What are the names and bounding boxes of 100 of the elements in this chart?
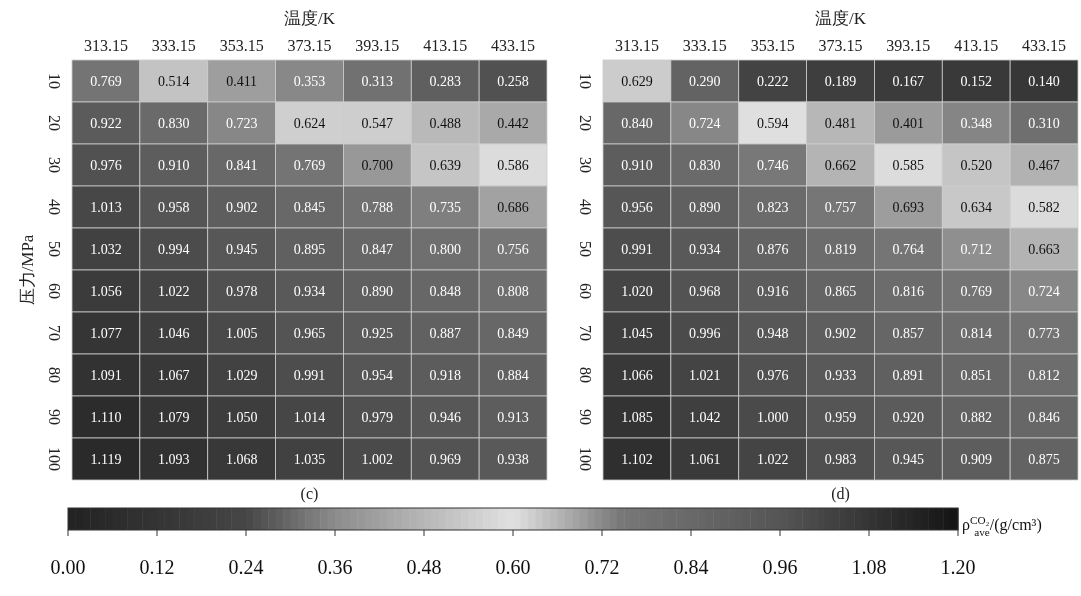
x-axis-title: 温度/K [815,9,867,28]
y-tick-label: 40 [576,199,594,215]
x-tick-label: 433.15 [1022,37,1067,54]
y-tick-label: 80 [45,367,63,383]
data-label: 1.020 [621,284,653,299]
data-label: 0.152 [960,74,992,89]
x-tick-label: 393.15 [886,37,931,54]
data-label: 1.045 [621,326,653,341]
y-tick-label: 30 [45,157,63,173]
data-label: 0.910 [158,158,190,173]
text: (c) [300,485,319,503]
data-label: 0.520 [960,158,992,173]
y-tick-label: 30 [576,157,594,173]
color-bar-label: 0.48 [406,556,442,578]
data-label: 0.700 [361,158,394,173]
data-label: 0.890 [689,200,721,215]
data-label: 0.769 [90,74,122,89]
data-label: 0.756 [497,242,529,257]
data-label: 1.110 [90,410,122,425]
data-label: 0.884 [497,368,529,383]
data-label: 0.488 [429,116,461,131]
data-label: 0.514 [158,74,190,89]
data-label: 0.313 [361,74,394,89]
data-label: 0.996 [689,326,721,341]
data-label: 1.029 [225,368,258,383]
x-tick-label: 433.15 [491,37,536,54]
data-label: 0.442 [497,116,529,131]
data-label: 0.956 [621,200,653,215]
data-label: 0.663 [1028,242,1060,257]
x-tick-label: 373.15 [818,37,863,54]
data-label: 0.965 [293,326,326,341]
data-label: 0.585 [892,158,925,173]
data-label: 0.693 [892,200,925,215]
data-label: 0.848 [429,284,461,299]
data-label: 0.283 [429,74,461,89]
data-label: 0.933 [824,368,857,383]
x-tick-label: 373.15 [287,37,332,54]
data-label: 0.723 [225,116,258,131]
data-label: 0.991 [621,242,653,257]
data-label: 1.013 [90,200,122,215]
y-tick-label: 100 [576,447,594,471]
data-label: 0.846 [1028,410,1060,425]
data-label: 0.467 [1028,158,1060,173]
data-label: 1.042 [689,410,721,425]
data-label: 0.991 [293,368,326,383]
data-label: 0.948 [756,326,789,341]
data-label: 0.819 [824,242,857,257]
y-tick-label: 50 [45,241,63,257]
x-tick-label: 353.15 [219,37,264,54]
y-tick-label: 90 [45,409,63,425]
data-label: 0.979 [361,410,394,425]
data-label: 0.910 [621,158,653,173]
data-label: 0.976 [756,368,789,383]
data-label: 0.290 [689,74,721,89]
data-label: 0.946 [429,410,461,425]
data-label: 1.046 [158,326,190,341]
data-label: 0.891 [892,368,925,383]
data-label: 0.712 [960,242,992,257]
data-label: 1.022 [756,452,789,467]
color-bar-label: 0.00 [50,556,86,578]
data-label: 0.922 [90,116,122,131]
data-label: 1.035 [293,452,326,467]
data-label: 1.102 [621,452,653,467]
data-label: 1.079 [158,410,190,425]
data-label: 0.920 [892,410,925,425]
data-label: 0.662 [824,158,857,173]
y-tick-label: 80 [576,367,594,383]
y-tick-label: 90 [576,409,594,425]
x-axis-title: 温度/K [284,9,336,28]
data-label: 1.068 [225,452,258,467]
data-label: 0.788 [361,200,394,215]
data-label: 0.840 [621,116,653,131]
data-label: 0.830 [689,158,721,173]
data-label: 0.958 [158,200,190,215]
data-label: 0.902 [225,200,258,215]
data-label: 1.067 [158,368,190,383]
data-label: 0.310 [1028,116,1060,131]
data-label: 0.167 [892,74,925,89]
y-tick-label: 20 [576,115,594,131]
color-bar-title: ρ$^{CO₂}$$_{ave}$/(g/cm³) [962,514,1042,538]
data-label: 0.841 [225,158,258,173]
data-label: 0.757 [824,200,857,215]
data-label: 0.913 [497,410,529,425]
y-tick-label: 100 [45,447,63,471]
data-label: 0.724 [689,116,721,131]
data-label: 0.481 [824,116,857,131]
data-label: 0.895 [293,242,326,257]
data-label: 0.629 [621,74,653,89]
color-bar-label: 1.08 [851,556,887,578]
data-label: 0.189 [824,74,857,89]
data-label: 0.847 [361,242,394,257]
data-label: 0.222 [756,74,789,89]
data-label: 1.005 [225,326,258,341]
data-label: 0.258 [497,74,529,89]
data-label: 1.061 [689,452,721,467]
data-label: 0.969 [429,452,461,467]
color-bar-label: 1.20 [940,556,976,578]
data-label: 0.773 [1028,326,1060,341]
data-label: 0.547 [361,116,394,131]
text: (d) [831,485,850,503]
